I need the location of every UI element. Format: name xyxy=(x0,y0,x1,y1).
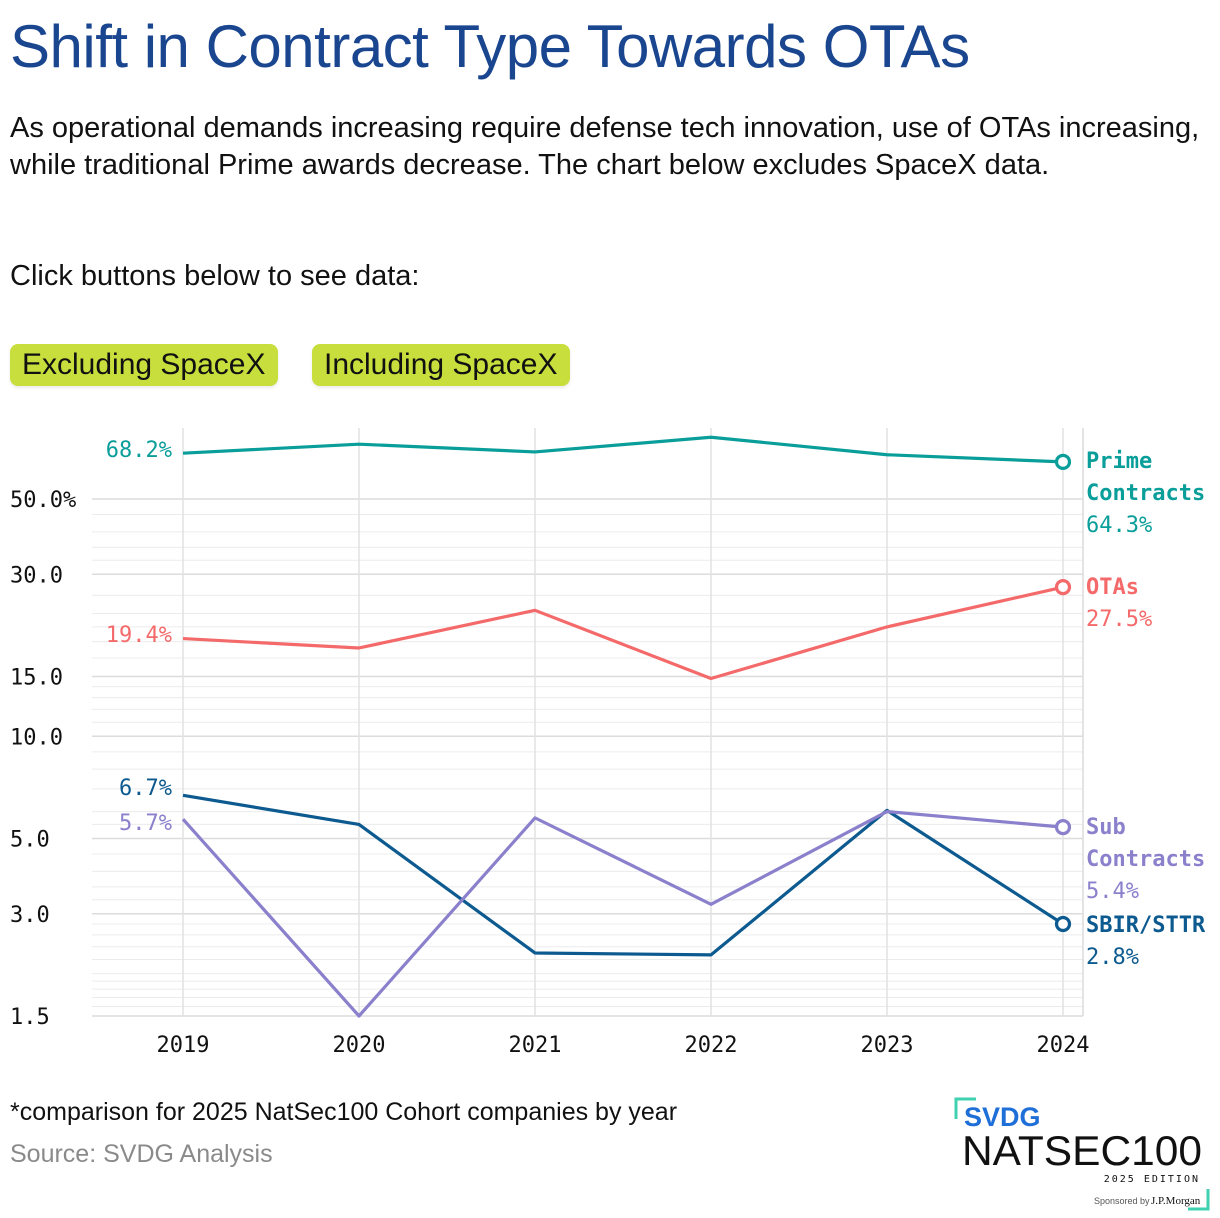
source-note: Source: SVDG Analysis xyxy=(10,1140,273,1168)
footnote: *comparison for 2025 NatSec100 Cohort co… xyxy=(10,1098,678,1126)
series-name-sub: Sub xyxy=(1086,815,1126,840)
series-name-ota: OTAs xyxy=(1086,575,1139,600)
end-marker-sbir xyxy=(1054,915,1072,933)
start-label-sub: 5.7% xyxy=(119,811,172,836)
end-label-sub: 5.4% xyxy=(1086,879,1139,904)
chart-x-gridlines: 2019 2020 2021 2022 2023 2024 xyxy=(157,428,1090,1058)
logo-edition: 2025 EDITION xyxy=(1104,1174,1200,1185)
chart-labels: 68.2% Prime Contracts 64.3% 19.4% OTAs 27.5% 6.… xyxy=(106,438,1206,970)
series-line-ota xyxy=(182,585,1064,681)
y-tick-label: 10.0 xyxy=(10,725,63,750)
start-label-sbir: 6.7% xyxy=(119,776,172,801)
end-label-prime: 64.3% xyxy=(1086,513,1152,538)
end-marker-sub xyxy=(1054,819,1072,836)
series-line-prime xyxy=(182,435,1064,464)
end-marker-prime xyxy=(1054,453,1072,470)
y-tick-label: 1.5 xyxy=(10,1005,50,1030)
y-tick-label: 30.0 xyxy=(10,563,63,588)
series-name-prime: Prime xyxy=(1086,449,1152,474)
x-tick-label: 2022 xyxy=(685,1033,738,1058)
sponsor-name: J.P.Morgan xyxy=(1151,1195,1201,1207)
start-label-prime: 68.2% xyxy=(106,438,172,463)
logo-corner-bottom-right xyxy=(1188,1189,1210,1211)
series-name-sbir: SBIR/STTR xyxy=(1086,913,1206,938)
x-tick-label: 2020 xyxy=(333,1033,386,1058)
y-tick-label: 15.0 xyxy=(10,666,63,691)
x-tick-label: 2024 xyxy=(1037,1033,1090,1058)
logo-name: NATSEC100 xyxy=(962,1127,1202,1174)
logo-brand: SVDG xyxy=(964,1102,1041,1132)
logo-corner-top-left xyxy=(954,1097,976,1119)
chart-series-lines xyxy=(181,435,1072,1018)
excluding-spacex-button[interactable]: Excluding SpaceX xyxy=(10,344,278,386)
y-tick-label: 3.0 xyxy=(10,903,50,928)
end-marker-ota xyxy=(1054,579,1072,596)
page-title: Shift in Contract Type Towards OTAs xyxy=(10,13,970,80)
series-name-sub: Contracts xyxy=(1086,847,1205,872)
end-label-ota: 27.5% xyxy=(1086,607,1152,632)
chart-grid: 1.5 3.0 5.0 10.0 15.0 30.0 50.0% xyxy=(10,488,1083,1030)
y-tick-label: 50.0% xyxy=(10,488,76,513)
sponsor-prefix: Sponsored by xyxy=(1094,1196,1150,1206)
series-name-prime: Contracts xyxy=(1086,481,1205,506)
including-spacex-button[interactable]: Including SpaceX xyxy=(312,344,570,386)
x-tick-label: 2023 xyxy=(861,1033,914,1058)
end-label-sbir: 2.8% xyxy=(1086,945,1139,970)
start-label-ota: 19.4% xyxy=(106,623,172,648)
x-tick-label: 2021 xyxy=(509,1033,562,1058)
y-tick-label: 5.0 xyxy=(10,827,50,852)
natsec100-logo: SVDG NATSEC100 2025 EDITION Sponsored by… xyxy=(954,1097,1210,1211)
button-prompt: Click buttons below to see data: xyxy=(10,260,420,292)
series-line-sub xyxy=(181,810,1064,1018)
series-line-sbir xyxy=(182,793,1064,957)
chart-subtitle: As operational demands increasing requir… xyxy=(10,112,1200,181)
x-tick-label: 2019 xyxy=(157,1033,210,1058)
